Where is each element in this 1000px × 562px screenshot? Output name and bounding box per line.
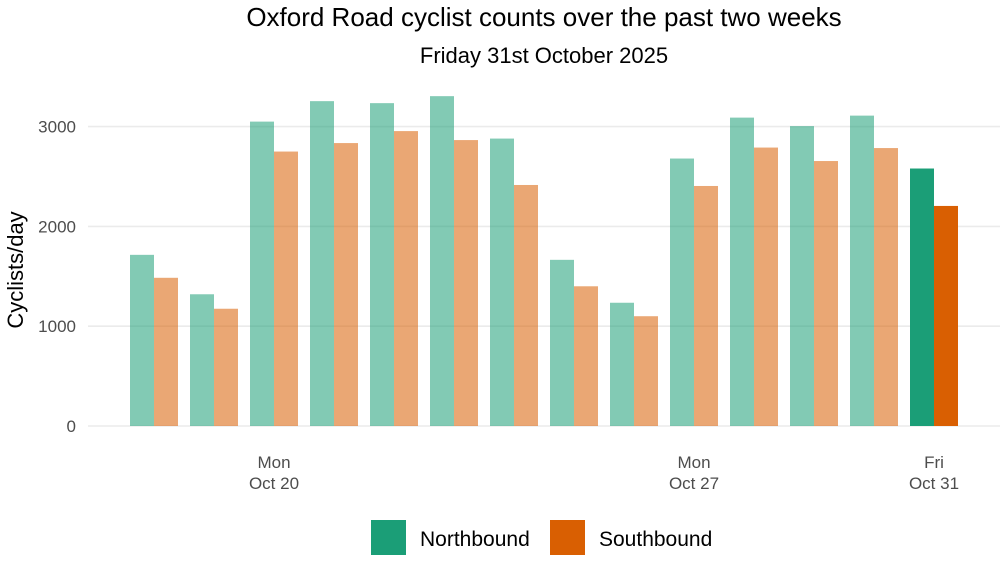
bar-southbound-2025-10-25 bbox=[574, 286, 598, 426]
bar-southbound-2025-10-24 bbox=[514, 184, 538, 426]
bar-southbound-2025-10-29 bbox=[814, 161, 838, 426]
y-axis-label: Cyclists/day bbox=[3, 211, 28, 328]
bar-northbound-2025-10-22 bbox=[370, 103, 394, 426]
bar-northbound-2025-10-19 bbox=[190, 294, 214, 426]
bar-northbound-2025-10-26 bbox=[610, 302, 634, 426]
bar-northbound-2025-10-24 bbox=[490, 138, 514, 427]
bar-northbound-2025-10-31 bbox=[910, 168, 934, 427]
bar-northbound-2025-10-21 bbox=[310, 101, 334, 426]
bar-southbound-2025-10-19 bbox=[214, 308, 238, 426]
bar-southbound-2025-10-26 bbox=[634, 316, 658, 426]
x-tick-label: Fri bbox=[924, 453, 944, 472]
bar-southbound-2025-10-27 bbox=[694, 185, 718, 426]
bar-northbound-2025-10-20 bbox=[250, 121, 274, 427]
legend: Northbound Southbound bbox=[371, 520, 712, 555]
bar-southbound-2025-10-20 bbox=[274, 151, 298, 427]
legend-label-southbound: Southbound bbox=[599, 528, 712, 551]
x-tick-label: Mon bbox=[257, 453, 290, 472]
bar-northbound-2025-10-18 bbox=[130, 254, 154, 426]
legend-label-northbound: Northbound bbox=[420, 528, 530, 551]
bar-northbound-2025-10-28 bbox=[730, 117, 754, 427]
y-tick-label: 0 bbox=[67, 417, 76, 436]
bar-southbound-2025-10-30 bbox=[874, 148, 898, 426]
bar-northbound-2025-10-29 bbox=[790, 126, 814, 426]
bars bbox=[130, 96, 958, 427]
chart-subtitle: Friday 31st October 2025 bbox=[420, 43, 668, 68]
y-tick-label: 2000 bbox=[38, 217, 76, 236]
bar-northbound-2025-10-30 bbox=[850, 115, 874, 426]
y-axis-ticks: 0 1000 2000 3000 bbox=[38, 118, 76, 436]
legend-swatch-southbound bbox=[550, 520, 585, 555]
bar-southbound-2025-10-28 bbox=[754, 147, 778, 427]
bar-southbound-2025-10-23 bbox=[454, 140, 478, 426]
x-tick-label: Oct 27 bbox=[669, 474, 719, 493]
x-tick-label: Mon bbox=[677, 453, 710, 472]
bar-southbound-2025-10-31 bbox=[934, 205, 958, 426]
x-axis-ticks: Mon Oct 20 Mon Oct 27 Fri Oct 31 bbox=[249, 453, 959, 493]
bar-southbound-2025-10-22 bbox=[394, 131, 418, 426]
y-tick-label: 1000 bbox=[38, 317, 76, 336]
bar-northbound-2025-10-23 bbox=[430, 96, 454, 426]
chart-title: Oxford Road cyclist counts over the past… bbox=[246, 2, 841, 32]
gridlines bbox=[88, 125, 1000, 427]
bar-northbound-2025-10-27 bbox=[670, 158, 694, 426]
bar-northbound-2025-10-25 bbox=[550, 259, 574, 426]
x-tick-label: Oct 20 bbox=[249, 474, 299, 493]
legend-swatch-northbound bbox=[371, 520, 406, 555]
bar-southbound-2025-10-18 bbox=[154, 277, 178, 426]
y-tick-label: 3000 bbox=[38, 118, 76, 137]
bar-southbound-2025-10-21 bbox=[334, 143, 358, 426]
x-tick-label: Oct 31 bbox=[909, 474, 959, 493]
